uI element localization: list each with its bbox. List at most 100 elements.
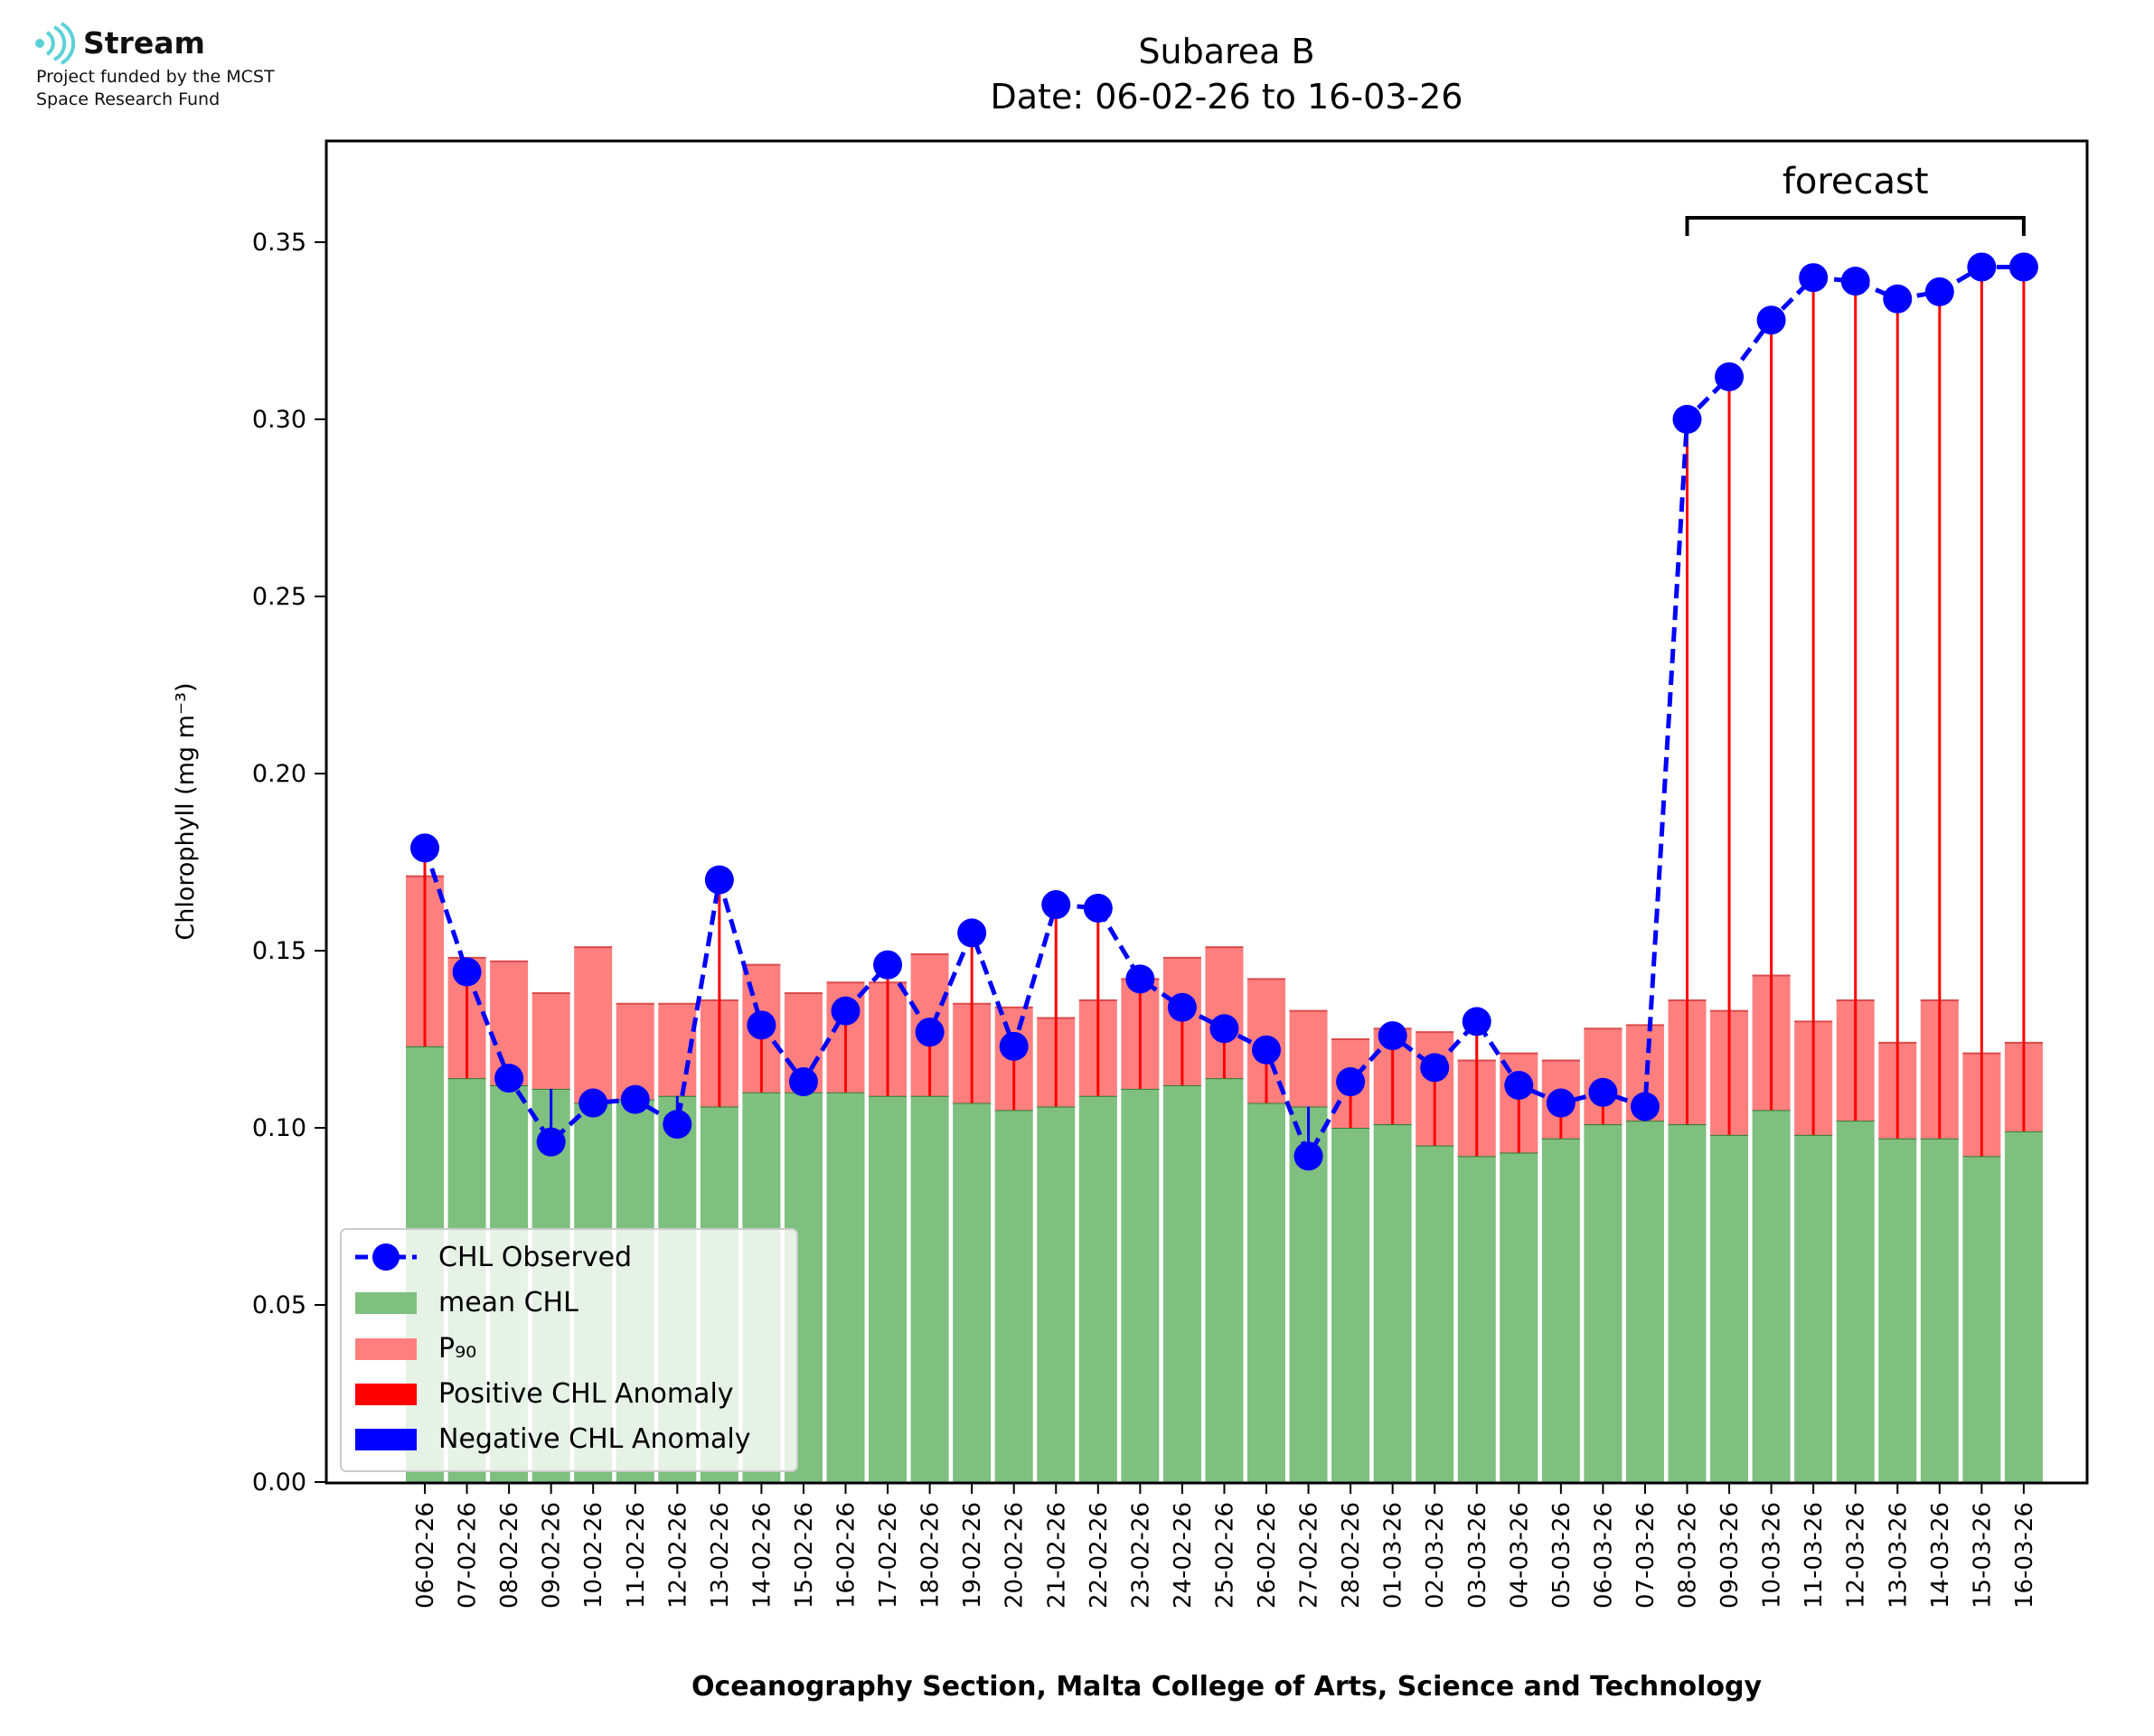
mean-bar — [1373, 1124, 1412, 1482]
observed-series — [410, 252, 2038, 1171]
y-tick-label: 0.00 — [252, 1469, 306, 1497]
x-tick-label: 23-02-26 — [1127, 1502, 1154, 1609]
x-tick-label: 09-02-26 — [539, 1502, 566, 1609]
observed-point — [663, 1110, 692, 1140]
observed-point — [578, 1088, 608, 1118]
x-tick-label: 02-03-26 — [1422, 1502, 1449, 1609]
x-tick-label: 12-03-26 — [1843, 1502, 1870, 1609]
x-axis: 06-02-26 07-02-26 08-02-26 09-02-26 10-02-26… — [412, 1482, 2038, 1609]
x-tick-label: 14-02-26 — [748, 1502, 776, 1609]
x-tick-label: 15-03-26 — [1969, 1502, 1996, 1609]
observed-point — [1924, 277, 1954, 306]
p90-bar — [616, 1003, 654, 1100]
legend-negative-swatch — [355, 1429, 417, 1450]
y-tick-label: 0.25 — [252, 583, 306, 611]
observed-point — [1546, 1088, 1576, 1118]
x-tick-label: 17-02-26 — [875, 1502, 902, 1609]
mean-bar — [1710, 1134, 1749, 1482]
x-tick-label: 27-02-26 — [1296, 1502, 1323, 1609]
x-tick-label: 28-02-26 — [1338, 1502, 1365, 1609]
p90-bar — [531, 993, 570, 1089]
observed-point — [1420, 1053, 1450, 1083]
x-tick-label: 08-03-26 — [1675, 1502, 1702, 1609]
x-tick-label: 22-02-26 — [1086, 1502, 1113, 1609]
x-tick-label: 07-03-26 — [1632, 1502, 1660, 1609]
plot-frame — [325, 139, 2089, 1485]
observed-point — [1967, 252, 1997, 282]
observed-point — [831, 996, 861, 1026]
x-tick-label: 14-03-26 — [1927, 1502, 1954, 1609]
mean-bar — [1668, 1124, 1707, 1482]
mean-bar — [1500, 1152, 1538, 1482]
x-tick-label: 09-03-26 — [1717, 1502, 1744, 1609]
x-tick-label: 16-02-26 — [833, 1502, 861, 1609]
mean-bar — [1962, 1156, 2001, 1482]
mean-bar — [1752, 1110, 1791, 1482]
observed-point — [2008, 252, 2038, 282]
x-tick-label: 05-03-26 — [1548, 1502, 1576, 1609]
stream-logo: Stream Project funded by the MCST Space … — [33, 22, 358, 121]
x-tick-label: 19-02-26 — [959, 1502, 986, 1609]
x-tick-label: 12-02-26 — [664, 1502, 691, 1609]
x-axis-label: Oceanography Section, Malta College of A… — [691, 1671, 1763, 1703]
y-tick-label: 0.30 — [252, 406, 306, 434]
legend: CHL Observed mean CHL P₉₀ Positive CHL A… — [340, 1228, 798, 1472]
x-tick-label: 11-02-26 — [623, 1502, 650, 1609]
legend-frame — [340, 1228, 798, 1472]
x-tick-label: 26-02-26 — [1254, 1502, 1281, 1609]
observed-point — [747, 1010, 776, 1040]
legend-label: CHL Observed — [438, 1242, 632, 1273]
observed-point — [788, 1067, 818, 1097]
mean-bar — [1584, 1124, 1623, 1482]
x-tick-label: 25-02-26 — [1211, 1502, 1238, 1609]
x-tick-label: 03-03-26 — [1464, 1502, 1491, 1609]
observed-point — [1840, 267, 1870, 296]
x-tick-label: 01-03-26 — [1380, 1502, 1407, 1609]
x-tick-label: 04-03-26 — [1506, 1502, 1533, 1609]
legend-label: Negative CHL Anomaly — [438, 1423, 751, 1455]
legend-p90-swatch — [355, 1338, 417, 1360]
y-axis: 0.00 0.05 0.10 0.15 0.20 0.25 0.30 0.35 — [252, 229, 326, 1497]
anomaly-lines — [423, 267, 2026, 1157]
observed-point — [494, 1064, 524, 1093]
x-tick-label: 18-02-26 — [917, 1502, 945, 1609]
mean-bar — [1162, 1084, 1201, 1482]
legend-label: Positive CHL Anomaly — [438, 1378, 734, 1410]
forecast-label: forecast — [1782, 161, 1929, 202]
observed-point — [410, 833, 439, 863]
legend-label: P₉₀ — [438, 1333, 476, 1365]
mean-bar — [1625, 1121, 1664, 1482]
mean-bar — [1920, 1138, 1959, 1482]
observed-point — [1041, 890, 1071, 920]
x-tick-label: 06-02-26 — [412, 1502, 439, 1609]
forecast-bracket-line — [1685, 216, 2026, 236]
y-axis-label: Chlorophyll (mg m⁻³) — [172, 682, 200, 940]
mean-bar — [1457, 1156, 1496, 1482]
mean-bar — [1078, 1095, 1117, 1482]
x-tick-label: 06-03-26 — [1590, 1502, 1617, 1609]
mean-bar — [1205, 1078, 1244, 1482]
mean-bar — [1541, 1138, 1580, 1482]
p90-bar — [574, 947, 613, 1103]
y-tick-label: 0.35 — [252, 229, 306, 257]
legend-positive-swatch — [355, 1384, 417, 1405]
x-tick-label: 13-02-26 — [707, 1502, 734, 1609]
observed-point — [1336, 1067, 1366, 1097]
observed-point — [1756, 305, 1786, 335]
x-tick-label: 10-03-26 — [1759, 1502, 1786, 1609]
mean-bar — [1794, 1134, 1833, 1482]
observed-point — [957, 918, 987, 948]
x-tick-label: 24-02-26 — [1170, 1502, 1197, 1609]
x-tick-label: 08-02-26 — [496, 1502, 523, 1609]
forecast-bracket: forecast — [1685, 161, 2026, 236]
observed-point — [1883, 284, 1913, 314]
observed-point — [1293, 1141, 1323, 1171]
mean-bar — [994, 1110, 1033, 1482]
observed-point — [1125, 964, 1155, 994]
mean-bar — [953, 1103, 992, 1482]
legend-observed-marker — [372, 1243, 400, 1271]
observed-point — [1462, 1007, 1491, 1037]
observed-point — [915, 1018, 945, 1047]
mean-bar — [1331, 1128, 1370, 1482]
y-tick-label: 0.05 — [252, 1291, 306, 1319]
